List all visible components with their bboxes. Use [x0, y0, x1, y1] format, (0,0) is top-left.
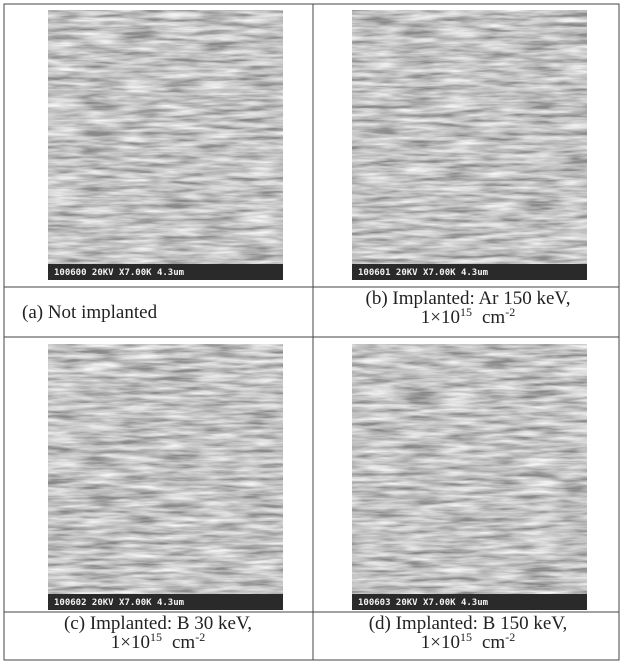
caption-base: 1×10 [421, 307, 460, 328]
micrograph-databar [352, 594, 587, 610]
caption-exponent: 15 [460, 305, 472, 319]
caption-base: 1×10 [421, 632, 460, 653]
micrograph-label: 100603 20KV X7.00K 4.3um [358, 598, 489, 608]
caption-unit: cm [482, 632, 505, 653]
micrograph-databar [48, 594, 283, 610]
caption-line: (c) Implanted: B 30 keV, [64, 613, 252, 634]
caption-exponent: 15 [460, 630, 472, 644]
micrograph-label: 100601 20KV X7.00K 4.3um [358, 268, 489, 278]
caption-unit-exponent: -2 [195, 630, 205, 644]
caption-unit: cm [482, 307, 505, 328]
micrograph [48, 344, 283, 610]
caption-unit: cm [172, 632, 195, 653]
micrograph-databar [48, 264, 283, 280]
caption-line: 1×1015 cm-2 [111, 630, 205, 653]
caption-unit-exponent: -2 [505, 305, 515, 319]
caption-line: (d) Implanted: B 150 keV, [369, 613, 568, 634]
micrograph [352, 10, 587, 280]
caption-unit-exponent: -2 [505, 630, 515, 644]
caption-line: 1×1015 cm-2 [421, 630, 515, 653]
panel: 100603 20KV X7.00K 4.3um (d) Implanted: B… [352, 344, 587, 653]
micrograph-label: 100600 20KV X7.00K 4.3um [54, 268, 185, 278]
caption-line: (b) Implanted: Ar 150 keV, [366, 288, 571, 309]
caption-exponent: 15 [150, 630, 162, 644]
micrograph-label: 100602 20KV X7.00K 4.3um [54, 598, 185, 608]
caption-base: 1×10 [111, 632, 150, 653]
panel: 100602 20KV X7.00K 4.3um (c) Implanted: B… [48, 344, 283, 653]
micrograph-databar [352, 264, 587, 280]
micrograph [352, 344, 587, 610]
caption-line: (a) Not implanted [22, 302, 158, 323]
caption-line: 1×1015 cm-2 [421, 305, 515, 328]
micrograph [48, 10, 283, 280]
panel: 100601 20KV X7.00K 4.3um (b) Implanted: A… [352, 10, 587, 328]
panel: 100600 20KV X7.00K 4.3um (a) Not implante… [22, 10, 283, 323]
figure-border [3, 3, 620, 661]
